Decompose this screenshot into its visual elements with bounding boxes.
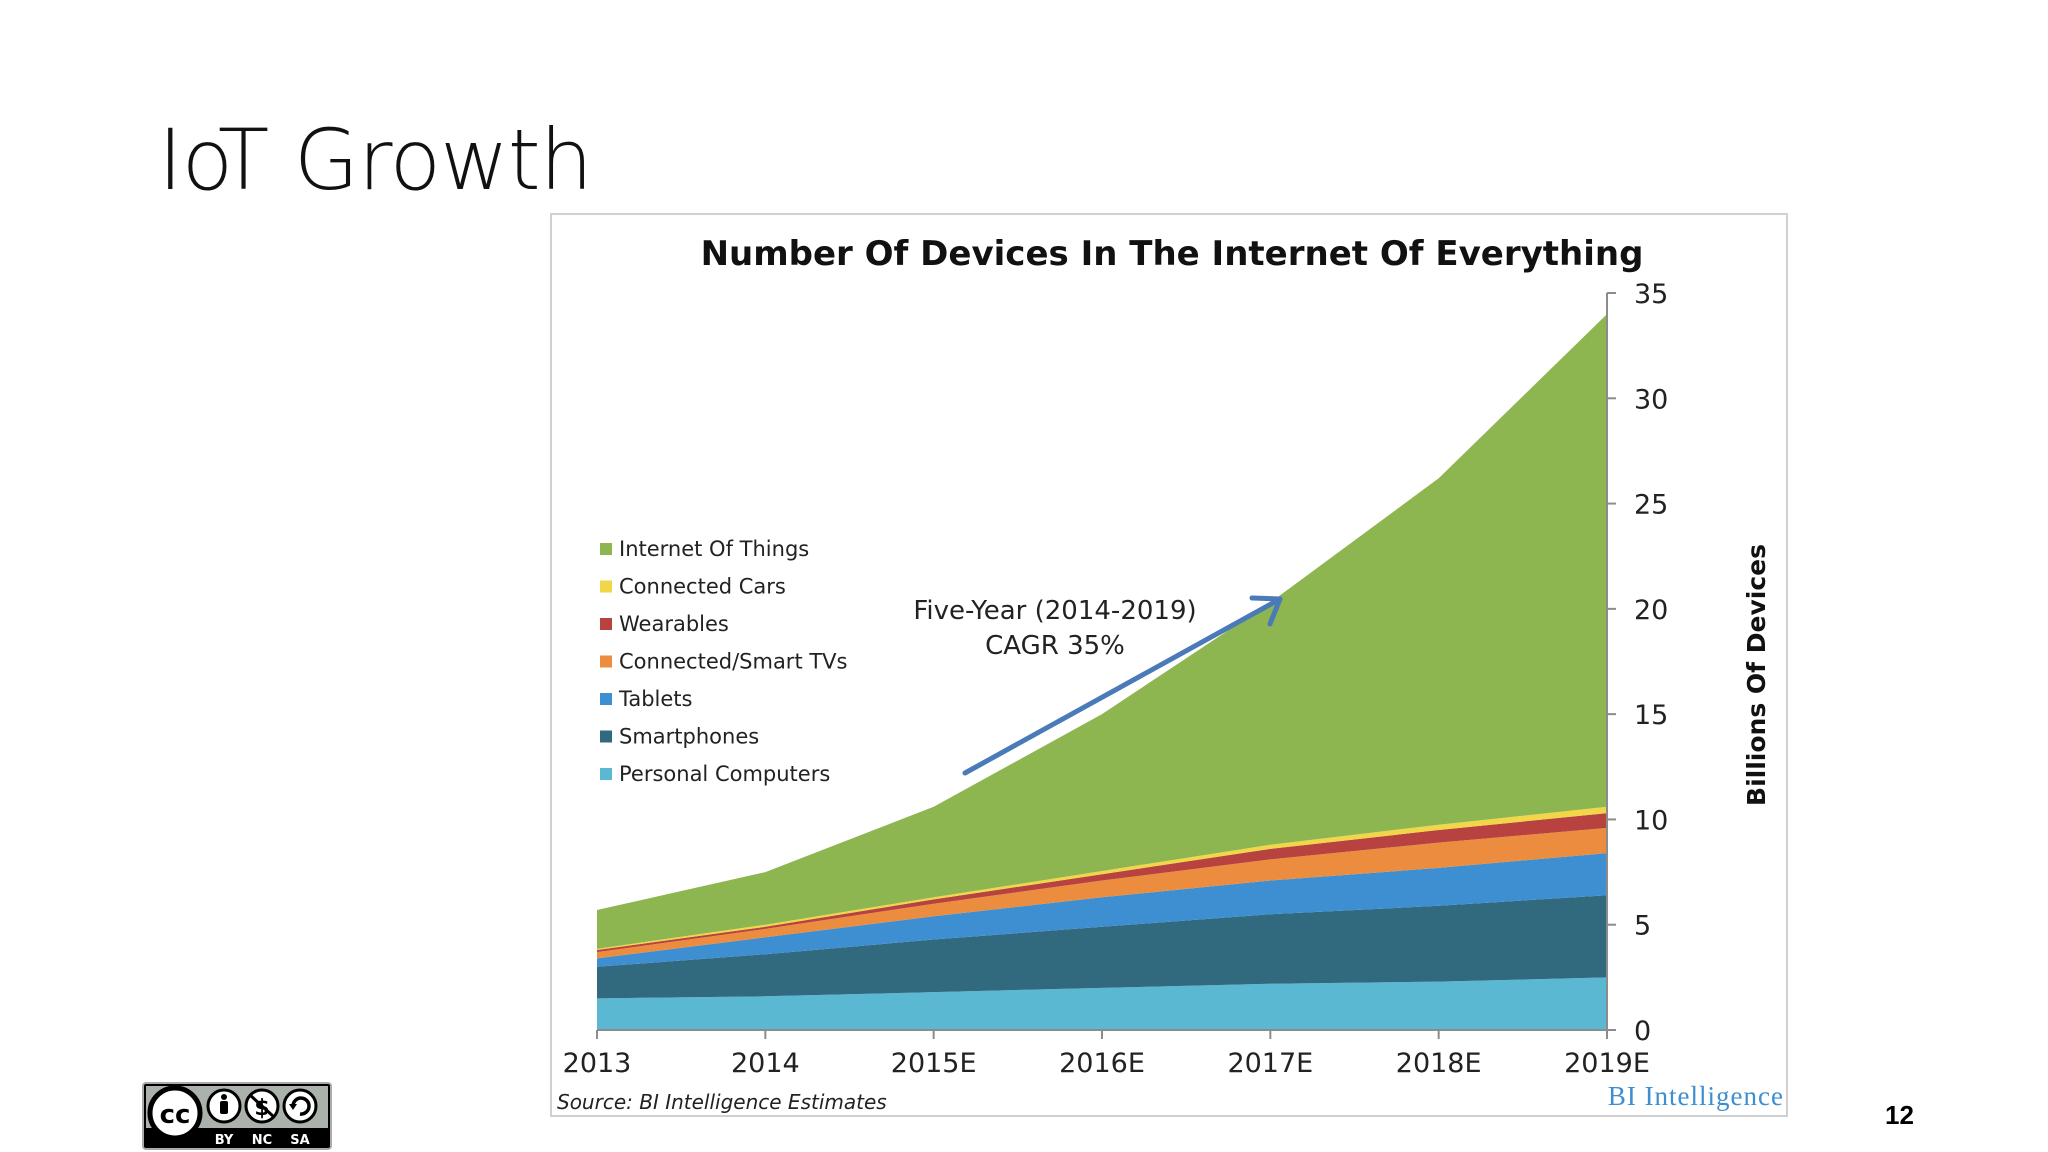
y-tick-label: 5 [1634, 911, 1651, 942]
chart-brand: BI Intelligence [1608, 1081, 1784, 1111]
annotation-arrow-head [1249, 595, 1283, 627]
legend-label-personal-computers: Personal Computers [619, 762, 830, 786]
area-smartphones [597, 895, 1607, 999]
y-tick-label: 35 [1634, 279, 1668, 310]
legend-swatch-connected-smart-tvs [600, 655, 612, 668]
cc-icon: cc [147, 1085, 203, 1141]
svg-text:cc: cc [160, 1100, 191, 1130]
license-label-by: BY [215, 1133, 234, 1148]
chart-source: Source: BI Intelligence Estimates [557, 1090, 887, 1114]
legend-label-wearables: Wearables [619, 612, 729, 636]
area-tablets [597, 853, 1607, 967]
legend-swatch-internet-of-things [600, 543, 612, 555]
legend-label-internet-of-things: Internet Of Things [619, 537, 809, 561]
area-wearables [597, 813, 1607, 953]
nc-noncommercial-icon: $ [244, 1088, 280, 1124]
y-tick-label: 25 [1634, 490, 1668, 521]
legend-swatch-personal-computers [600, 768, 612, 780]
license-label-nc: NC [252, 1133, 272, 1148]
annotation-line-1: Five-Year (2014-2019) [913, 596, 1196, 626]
area-internet-of-things [597, 314, 1607, 949]
chart-svg: Number Of Devices In The Internet Of Eve… [557, 234, 1784, 1114]
y-tick-label: 10 [1634, 805, 1668, 836]
area-personal-computers [597, 977, 1607, 1030]
annotation-arrow [962, 596, 1283, 776]
area-connected-smart-tvs [597, 827, 1607, 959]
legend-swatch-smartphones [600, 730, 612, 743]
cagr-annotation: Five-Year (2014-2019) CAGR 35% [913, 595, 1283, 776]
y-tick-label: 30 [1634, 384, 1668, 415]
x-tick-label: 2019E [1564, 1048, 1650, 1079]
page-number: 12 [1885, 1100, 1914, 1130]
y-tick-label: 15 [1634, 700, 1668, 731]
legend-label-connected-smart-tvs: Connected/Smart TVs [619, 650, 848, 674]
y-axis: 0 5 10 15 20 25 30 35 [1606, 279, 1668, 1047]
x-tick-label: 2018E [1396, 1048, 1482, 1079]
x-tick-label: 2013 [563, 1048, 632, 1079]
legend-swatch-connected-cars [600, 580, 612, 593]
annotation-line-2: CAGR 35% [985, 631, 1125, 661]
area-connected-cars [597, 806, 1607, 950]
y-axis-label: Billions Of Devices [1742, 544, 1771, 806]
legend-swatch-tablets [600, 693, 612, 705]
y-tick-label: 20 [1634, 595, 1668, 626]
slide-title: IoT Growth [158, 111, 593, 209]
legend-label-tablets: Tablets [618, 687, 692, 711]
license-label-sa: SA [290, 1133, 309, 1148]
cc-license-badge: cc $ BY NC SA [142, 1082, 332, 1150]
chart-areas [597, 314, 1607, 1030]
legend-swatch-wearables [600, 618, 612, 630]
legend-label-smartphones: Smartphones [619, 725, 759, 749]
chart-legend: Internet Of Things Connected Cars Wearable… [600, 537, 848, 786]
chart-frame: Number Of Devices In The Internet Of Eve… [550, 213, 1788, 1117]
x-tick-label: 2014 [731, 1048, 800, 1079]
by-attribution-icon [206, 1088, 242, 1124]
legend-label-connected-cars: Connected Cars [619, 575, 786, 599]
y-tick-label: 0 [1634, 1016, 1651, 1047]
chart-title: Number Of Devices In The Internet Of Eve… [701, 234, 1644, 274]
x-tick-label: 2015E [891, 1048, 977, 1079]
x-axis: 2013 2014 2015E 2016E 2017E 2018E 2019E [563, 1029, 1650, 1079]
x-tick-label: 2017E [1227, 1048, 1313, 1079]
x-tick-label: 2016E [1059, 1048, 1145, 1079]
sa-sharealike-icon [282, 1088, 318, 1124]
